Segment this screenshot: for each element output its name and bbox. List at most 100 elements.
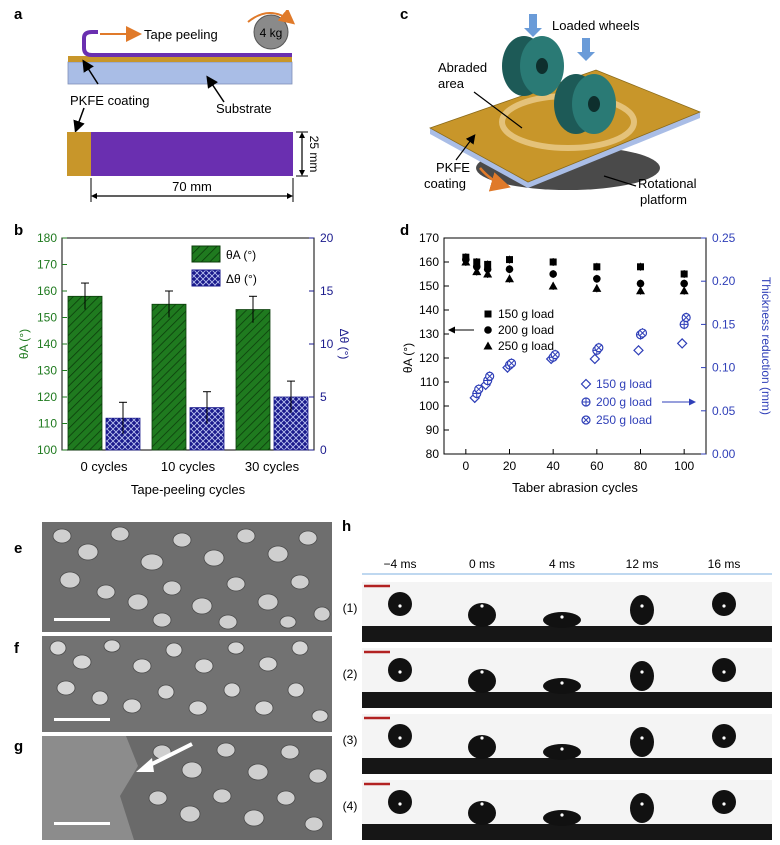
scale-bar-g	[54, 822, 110, 825]
droplet	[468, 669, 496, 693]
x-tick-label: 0	[462, 459, 469, 473]
sem-image-e	[42, 522, 332, 632]
chart-d: 80 90 100 110 120 130 140 150 160 170 0.00 0.05 0.10…	[401, 231, 773, 495]
abraded-area-label-1: Abraded	[438, 60, 487, 75]
height-label: 25 mm	[307, 136, 321, 173]
y-tick-label-right: 0.05	[712, 404, 736, 418]
y-tick-label-right: 20	[320, 231, 334, 245]
x-axis-label: Tape-peeling cycles	[131, 482, 246, 497]
time-label: 16 ms	[708, 557, 741, 571]
right-axis-pointer-head-icon	[689, 398, 696, 406]
panel-letter-a: a	[14, 6, 23, 23]
y-axis-label-right: Δθ (°)	[337, 329, 351, 360]
bar-theta-a	[67, 295, 103, 451]
droplet	[468, 735, 496, 759]
panel-h-droplets: −4 ms 0 ms 4 ms 12 ms 16 ms (1) (2) (3) (4)	[343, 557, 772, 840]
sem-texture-e	[42, 522, 332, 632]
droplet	[388, 592, 412, 616]
legend-label-theta-a: θA (°)	[226, 248, 256, 262]
marker-square	[637, 263, 644, 271]
tape-rectangle	[91, 132, 293, 176]
droplet	[630, 727, 654, 757]
marker-square	[473, 258, 481, 266]
panel-letter-d: d	[400, 222, 410, 239]
marker-square	[549, 258, 557, 266]
legend-swatch-delta-theta	[191, 269, 221, 287]
left-axis-pointer-head-icon	[448, 326, 455, 334]
y-tick-label-right: 5	[320, 390, 327, 404]
y-tick-label-left: 150	[419, 279, 439, 293]
marker-circle	[483, 265, 492, 273]
marker-circle-x-cross	[682, 314, 690, 321]
sem-image-f	[42, 636, 332, 732]
marker-circle-x-cross	[508, 359, 515, 367]
marker-diamond-open	[633, 344, 644, 356]
weight-label: 4 kg	[260, 26, 283, 40]
marker-diamond-open	[580, 378, 592, 390]
marker-square	[484, 260, 492, 268]
y-tick-label-left: 120	[37, 390, 57, 404]
y-tick-label-right: 10	[320, 337, 334, 351]
marker-circle-x-cross	[639, 329, 646, 337]
marker-circle-x-cross	[551, 351, 559, 358]
y-axis-label-left: θA (°)	[17, 329, 31, 359]
marker-circle-x-cross	[582, 416, 590, 424]
marker-triangle	[548, 281, 558, 290]
droplet-highlight	[640, 604, 644, 608]
y-tick-label-left: 110	[420, 375, 439, 389]
y-tick-label-left: 120	[419, 351, 439, 365]
droplet-highlight	[560, 813, 564, 817]
panel-letter-e: e	[14, 540, 23, 557]
droplet	[468, 603, 496, 627]
legend-label-right: 150 g load	[596, 377, 652, 391]
marker-triangle	[461, 257, 471, 266]
panel-letter-g: g	[14, 738, 24, 755]
panel-c-diagram: Loaded wheels Abraded area PKFE coating …	[424, 14, 702, 207]
marker-triangle	[592, 283, 602, 292]
plot-frame	[443, 237, 707, 455]
wheel-right	[554, 74, 616, 134]
tape-peeling-label: Tape peeling	[144, 27, 218, 42]
time-label: 0 ms	[469, 557, 495, 571]
y-tick-label-left: 90	[426, 423, 440, 437]
marker-circle-x-cross	[486, 372, 494, 380]
droplet	[543, 612, 581, 628]
y-tick-label-left: 170	[419, 231, 439, 245]
sem-image-g	[42, 736, 332, 840]
droplet	[712, 724, 736, 748]
droplet	[630, 595, 654, 625]
marker-square	[593, 263, 601, 271]
legend-label-left: 200 g load	[498, 323, 554, 337]
droplet	[388, 724, 412, 748]
marker-triangle	[472, 267, 482, 276]
time-label: −4 ms	[383, 557, 416, 571]
droplet	[630, 793, 654, 823]
legend-label-left: 150 g load	[498, 307, 554, 321]
sample-plate-side	[430, 112, 700, 188]
loaded-wheels-label: Loaded wheels	[552, 18, 640, 33]
substrate-surface	[362, 692, 772, 708]
droplet-highlight	[480, 736, 484, 740]
row-label: (4)	[343, 799, 358, 813]
droplet-highlight	[560, 615, 564, 619]
marker-triangle	[483, 269, 493, 278]
x-tick-label: 40	[546, 459, 560, 473]
x-axis-label: Taber abrasion cycles	[512, 480, 638, 495]
row-label: (1)	[343, 601, 358, 615]
scale-bar-e	[54, 618, 110, 621]
abraded-area-label-2: area	[438, 76, 465, 91]
substrate-bar	[67, 61, 293, 85]
droplet-highlight	[480, 802, 484, 806]
pkfe-pointer-lower	[73, 107, 85, 133]
marker-circle	[636, 279, 645, 288]
x-tick-label: 10 cycles	[161, 459, 216, 474]
y-tick-label-left: 130	[419, 327, 439, 341]
x-tick-label: 80	[634, 459, 648, 473]
substrate-pointer	[206, 75, 225, 103]
droplet	[712, 658, 736, 682]
droplet-highlight	[398, 670, 402, 674]
y-tick-label-left: 160	[419, 255, 439, 269]
panel-letter-c: c	[400, 6, 409, 23]
droplet-highlight	[560, 681, 564, 685]
coating-layer	[68, 56, 292, 62]
